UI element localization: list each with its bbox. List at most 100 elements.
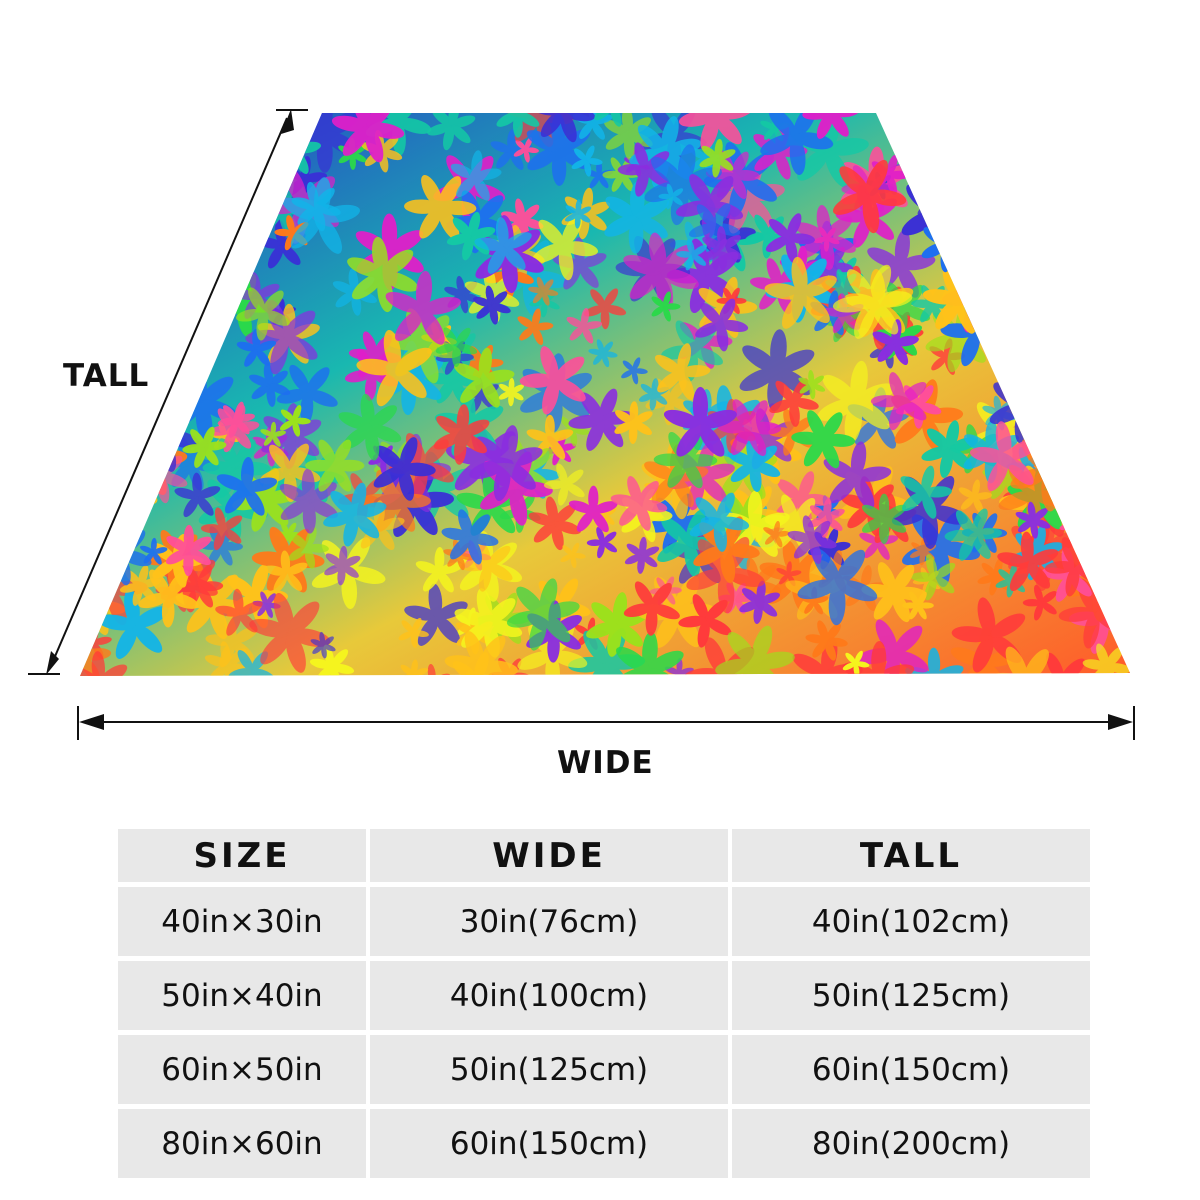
flower-shape bbox=[111, 192, 187, 266]
flower-shape bbox=[373, 437, 436, 501]
flower-shape bbox=[305, 439, 365, 492]
flower-shape bbox=[81, 118, 144, 184]
flower-shape bbox=[260, 421, 286, 447]
flower-shape bbox=[404, 583, 468, 646]
flower-shape bbox=[921, 420, 978, 478]
tall-cell: 80in(200cm) bbox=[732, 1109, 1090, 1178]
flower-shape bbox=[80, 574, 98, 610]
flower-shape bbox=[433, 404, 490, 465]
flower-shape bbox=[969, 192, 1044, 270]
flower-shape bbox=[1049, 388, 1078, 418]
flower-shape bbox=[356, 329, 432, 407]
flower-shape bbox=[80, 396, 122, 462]
flower-shape bbox=[138, 569, 199, 628]
flower-shape bbox=[80, 113, 104, 153]
tall-dimension-label: TALL bbox=[63, 358, 150, 394]
flower-shape bbox=[114, 258, 141, 285]
flower-shape bbox=[1075, 263, 1130, 321]
flower-shape bbox=[842, 650, 870, 676]
flower-shape bbox=[566, 308, 603, 344]
flower-shape bbox=[1088, 479, 1125, 520]
tall-cell: 40in(102cm) bbox=[732, 887, 1090, 956]
flower-shape bbox=[972, 248, 1023, 296]
flower-shape bbox=[765, 213, 815, 264]
flower-shape bbox=[1015, 501, 1051, 539]
flower-shape bbox=[155, 158, 183, 185]
flower-shape bbox=[926, 113, 996, 157]
flower-shape bbox=[309, 644, 355, 676]
flower-shape bbox=[976, 267, 1030, 322]
flower-shape bbox=[81, 432, 122, 469]
flower-shape bbox=[146, 209, 204, 273]
flower-shape bbox=[653, 431, 718, 489]
flower-shape bbox=[86, 130, 149, 189]
flower-shape bbox=[739, 580, 780, 625]
flower-shape bbox=[583, 288, 627, 330]
flower-shape bbox=[129, 325, 167, 359]
flower-shape bbox=[977, 228, 1012, 263]
blanket-illustration bbox=[28, 109, 1135, 740]
flower-shape bbox=[80, 211, 107, 245]
flower-shape bbox=[594, 113, 622, 127]
table-row: 50in×40in 40in(100cm) 50in(125cm) bbox=[118, 961, 1090, 1030]
flower-shape bbox=[80, 546, 117, 605]
flower-shape bbox=[235, 287, 290, 341]
flower-shape bbox=[935, 166, 1013, 248]
flower-shape bbox=[1048, 270, 1101, 317]
flower-shape bbox=[196, 161, 264, 234]
wide-cell: 50in(125cm) bbox=[370, 1035, 728, 1104]
flower-shape bbox=[1053, 331, 1098, 374]
flower-shape bbox=[689, 492, 750, 552]
flower-shape bbox=[658, 183, 684, 210]
tall-dimension-arrow bbox=[28, 109, 308, 675]
flower-shape bbox=[961, 180, 1032, 253]
flower-shape bbox=[870, 372, 927, 431]
flower-shape bbox=[564, 199, 592, 229]
flower-shape bbox=[498, 377, 524, 407]
flower-shape bbox=[1099, 377, 1130, 429]
flower-shape bbox=[1063, 113, 1121, 142]
flower-shape bbox=[1090, 181, 1130, 230]
flower-shape bbox=[991, 113, 1020, 132]
flower-shape bbox=[90, 182, 147, 237]
flower-shape bbox=[1020, 350, 1090, 421]
flower-shape bbox=[695, 298, 749, 352]
flower-shape bbox=[519, 346, 586, 415]
flower-shape bbox=[654, 343, 711, 401]
flower-shape bbox=[1058, 454, 1093, 490]
flower-shape bbox=[1069, 430, 1099, 458]
flower-shape bbox=[469, 425, 543, 502]
flower-shape bbox=[702, 226, 742, 271]
flower-shape bbox=[832, 264, 913, 339]
flower-shape bbox=[215, 588, 263, 636]
flower-shape bbox=[910, 554, 956, 601]
flower-shape bbox=[152, 161, 218, 222]
flower-shape bbox=[1047, 336, 1116, 410]
flower-shape bbox=[1013, 186, 1048, 225]
table-row: 80in×60in 60in(150cm) 80in(200cm) bbox=[118, 1109, 1090, 1178]
flower-shape bbox=[699, 138, 736, 178]
flower-shape bbox=[624, 536, 660, 574]
flower-shape bbox=[1017, 354, 1066, 404]
wide-cell: 30in(76cm) bbox=[370, 887, 728, 956]
flower-shape bbox=[1110, 444, 1130, 473]
flower-shape bbox=[1029, 377, 1099, 449]
flower-shape bbox=[1100, 332, 1130, 384]
flower-shape bbox=[1015, 113, 1047, 144]
flower-shape bbox=[88, 145, 131, 187]
flower-shape bbox=[454, 347, 515, 408]
flower-shape bbox=[279, 468, 338, 534]
wide-dimension-label: WIDE bbox=[557, 745, 654, 781]
flower-shape bbox=[282, 177, 361, 254]
flower-shape bbox=[415, 547, 463, 593]
flower-shape bbox=[997, 531, 1059, 592]
flower-shape bbox=[588, 339, 618, 368]
flower-shape bbox=[398, 617, 429, 649]
flower-shape bbox=[604, 113, 653, 161]
flower-shape bbox=[80, 405, 139, 476]
flower-shape bbox=[946, 117, 994, 160]
flower-shape bbox=[917, 130, 953, 168]
flower-shape bbox=[1093, 422, 1130, 479]
flower-shape bbox=[1092, 154, 1130, 212]
flower-shape bbox=[137, 113, 184, 153]
